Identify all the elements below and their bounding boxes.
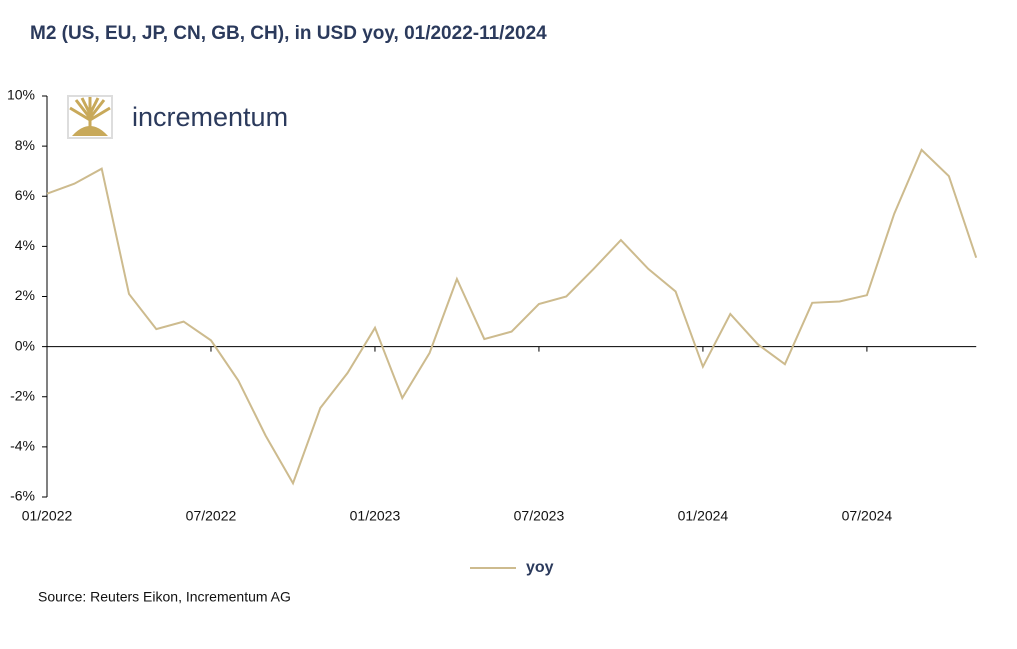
brand: incrementum [132, 102, 288, 132]
source: Source: Reuters Eikon, Incrementum AG [38, 589, 291, 605]
x-tick-label: 07/2022 [186, 508, 237, 524]
x-tick-label: 01/2023 [350, 508, 401, 524]
logo-trunk [72, 126, 108, 136]
logo-frame [67, 95, 113, 139]
logo-tree [69, 97, 111, 136]
x-tick-label: 01/2024 [678, 508, 729, 524]
chart-title: M2 (US, EU, JP, CN, GB, CH), in USD yoy,… [30, 23, 547, 44]
y-tick-label: -4% [10, 438, 35, 454]
x-tick-label: 07/2024 [842, 508, 893, 524]
y-tick-label: 6% [15, 187, 35, 203]
y-tick-label: 10% [7, 87, 35, 103]
legend-label: yoy [526, 559, 554, 576]
x-tick-label: 01/2022 [22, 508, 73, 524]
y-tick-label: 4% [15, 237, 35, 253]
logo: incrementum [67, 95, 288, 139]
y-tick-label: 8% [15, 137, 35, 153]
y-tick-label: -2% [10, 387, 35, 403]
y-tick-label: -6% [10, 488, 35, 504]
series-line [46, 148, 978, 486]
x-tick-label: 07/2023 [514, 508, 565, 524]
y-tick-label: 2% [15, 287, 35, 303]
y-tick-label: 0% [15, 337, 35, 353]
